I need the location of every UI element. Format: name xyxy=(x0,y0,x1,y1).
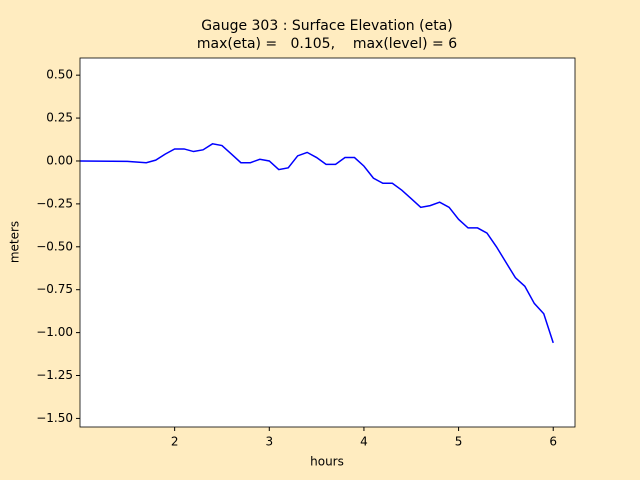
x-tick-label: 6 xyxy=(549,435,557,449)
data-line xyxy=(79,143,554,344)
y-tick-label: −0.50 xyxy=(36,239,73,253)
y-tick-label: −1.50 xyxy=(36,411,73,425)
y-tick-label: 0.50 xyxy=(46,68,73,82)
x-tick-label: 2 xyxy=(171,435,179,449)
y-axis-label: meters xyxy=(8,221,22,263)
y-tick-label: 0.00 xyxy=(46,153,73,167)
plot-area xyxy=(80,58,575,427)
x-tick-label: 3 xyxy=(265,435,273,449)
y-tick-label: 0.25 xyxy=(46,111,73,125)
x-tick-label: 5 xyxy=(455,435,463,449)
plot-frame xyxy=(79,57,576,428)
chart-title: Gauge 303 : Surface Elevation (eta) xyxy=(201,18,452,34)
y-tick-label: −1.00 xyxy=(36,325,73,339)
x-tick-label: 4 xyxy=(360,435,368,449)
y-tick-label: −0.25 xyxy=(36,196,73,210)
y-tick-label: −1.25 xyxy=(36,368,73,382)
chart-subtitle: max(eta) = 0.105, max(level) = 6 xyxy=(197,36,457,52)
x-axis-label: hours xyxy=(310,455,344,469)
y-tick-label: −0.75 xyxy=(36,282,73,296)
